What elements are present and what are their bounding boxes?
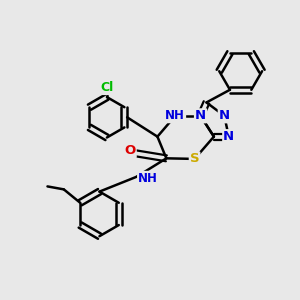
Text: O: O (124, 144, 136, 157)
Text: S: S (190, 152, 200, 165)
Text: NH: NH (138, 172, 158, 185)
Text: N: N (219, 109, 230, 122)
Text: NH: NH (165, 109, 185, 122)
Text: N: N (223, 130, 234, 143)
Text: N: N (195, 109, 206, 122)
Text: Cl: Cl (100, 81, 113, 94)
